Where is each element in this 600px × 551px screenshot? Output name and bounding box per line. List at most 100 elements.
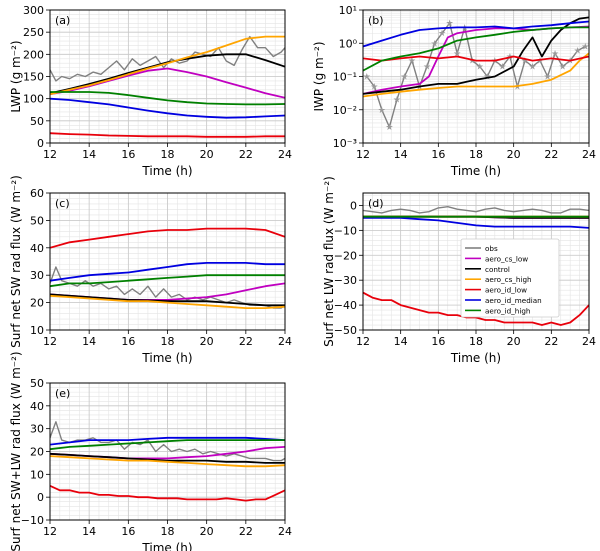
x-tick-label: 24 (278, 525, 292, 538)
x-tick-label: 14 (394, 148, 408, 161)
series-line-aero_id_high (363, 26, 589, 72)
series-line-aero_id_high (50, 274, 285, 288)
x-tick-label: 18 (469, 335, 483, 348)
panel-3: 12 14 16 18 20 22 24 −50 −40 −30 −20 −10 0 (d) Time (h… (322, 176, 596, 365)
legend-box (460, 238, 560, 318)
obs-star-marker: ★ (581, 42, 589, 52)
panel-1: ★★★★★★★★★★★★★★★★★★★★★★★★★★★★★ ★ 12 14 16 18 20… (312, 4, 596, 178)
y-tick-label: 10⁻³ (333, 137, 357, 150)
legend-label: control (485, 265, 510, 274)
legend-label: obs (485, 244, 498, 253)
x-tick-label: 24 (582, 335, 596, 348)
x-tick-label: 18 (161, 335, 175, 348)
x-tick-label: 16 (431, 148, 445, 161)
y-tick-label: 300 (23, 4, 44, 17)
plot-area (363, 206, 589, 326)
x-tick-label: 14 (82, 335, 96, 348)
x-tick-label: 20 (200, 525, 214, 538)
x-tick-label: 16 (121, 148, 135, 161)
x-tick-label: 14 (82, 148, 96, 161)
obs-star-marker: ★ (513, 83, 521, 93)
obs-star-marker: ★ (559, 62, 567, 72)
series-line-aero_id_median (363, 20, 589, 48)
y-tick-label: 40 (30, 400, 44, 413)
plot-area (50, 421, 285, 502)
series-line-control (50, 452, 285, 464)
x-axis-label: Time (h) (141, 351, 192, 365)
series-line-aero_id_median (363, 217, 589, 229)
x-tick-label: 14 (82, 525, 96, 538)
obs-star-marker: ★ (461, 23, 469, 33)
y-axis-label: Surf net LW rad flux (W m⁻²) (322, 176, 336, 347)
obs-star-marker: ★ (400, 73, 408, 83)
y-tick-label: 20 (30, 446, 44, 459)
x-tick-label: 16 (121, 525, 135, 538)
series-line-aero_cs_high (50, 455, 285, 468)
series-line-aero_id_median (50, 262, 285, 282)
plot-area (50, 35, 285, 138)
x-tick-label: 14 (394, 335, 408, 348)
panel-label: (c) (55, 197, 70, 210)
x-tick-label: 22 (239, 335, 253, 348)
y-tick-label: 10⁻¹ (333, 71, 357, 84)
y-tick-label: 150 (23, 71, 44, 84)
y-tick-label: 0 (37, 491, 44, 504)
y-axis-label: Surf net SW+LW rad flux (W m⁻²) (9, 351, 23, 551)
major-grid (49, 192, 286, 331)
obs-star-marker: ★ (528, 62, 536, 72)
x-tick-label: 20 (507, 148, 521, 161)
obs-star-marker: ★ (408, 57, 416, 67)
x-tick-label: 12 (356, 148, 370, 161)
x-tick-label: 22 (544, 335, 558, 348)
x-tick-label: 20 (200, 148, 214, 161)
legend-label: aero_id_median (485, 296, 542, 305)
x-tick-label: 24 (278, 148, 292, 161)
y-tick-label: −10 (334, 224, 357, 237)
y-tick-label: 10 (30, 324, 44, 337)
y-tick-label: 0 (350, 199, 357, 212)
panel-0: 12 14 16 18 20 22 24 0 50 100 150 200 250 300 (a) Time … (9, 4, 292, 178)
obs-star-marker: ★ (438, 29, 446, 39)
y-tick-label: 20 (30, 297, 44, 310)
obs-star-marker: ★ (476, 62, 484, 72)
obs-star-marker: ★ (468, 57, 476, 67)
plot-area (50, 227, 285, 309)
legend-label: aero_id_high (485, 306, 530, 315)
series-line-control (363, 16, 589, 95)
x-tick-label: 18 (161, 525, 175, 538)
series-line-aero_cs_high (50, 35, 285, 96)
obs-star-marker: ★ (551, 49, 559, 59)
panel-4: 12 14 16 18 20 22 24 −10 0 10 20 30 40 50 (e) Time (h) S… (9, 351, 292, 551)
obs-star-marker: ★ (498, 62, 506, 72)
y-axis-label: LWP (g m⁻²) (9, 40, 23, 112)
obs-star-marker: ★ (491, 57, 499, 67)
series-line-control (50, 293, 285, 307)
obs-star-marker: ★ (370, 83, 378, 93)
x-axis-label: Time (h) (450, 164, 501, 178)
obs-star-marker: ★ (566, 57, 574, 67)
series-line-aero_id_low (50, 227, 285, 249)
legend-label: aero_id_low (485, 286, 527, 295)
x-tick-label: 12 (43, 525, 57, 538)
x-tick-label: 16 (431, 335, 445, 348)
panel-label: (e) (55, 387, 70, 400)
x-tick-label: 24 (278, 335, 292, 348)
series-line-aero_id_high (50, 91, 285, 106)
x-tick-label: 22 (544, 148, 558, 161)
y-tick-label: 250 (23, 26, 44, 39)
y-axis-label: Surf net SW rad flux (W m⁻²) (9, 175, 23, 348)
y-tick-label: 10 (30, 468, 44, 481)
series-line-obs (363, 206, 589, 214)
series-line-aero_cs_high (363, 52, 589, 98)
y-tick-label: 40 (30, 242, 44, 255)
legend-label: aero_cs_high (485, 275, 532, 284)
obs-star-marker: ★ (544, 73, 552, 83)
series-line-aero_id_median (50, 97, 285, 119)
panel-label: (d) (368, 197, 384, 210)
y-tick-label: 10⁰ (339, 37, 358, 50)
obs-star-marker: ★ (415, 83, 423, 93)
y-tick-label: 10¹ (339, 4, 357, 17)
series-line-aero_id_low (363, 291, 589, 326)
panel-label: (b) (368, 14, 384, 27)
obs-star-marker: ★ (574, 47, 582, 57)
